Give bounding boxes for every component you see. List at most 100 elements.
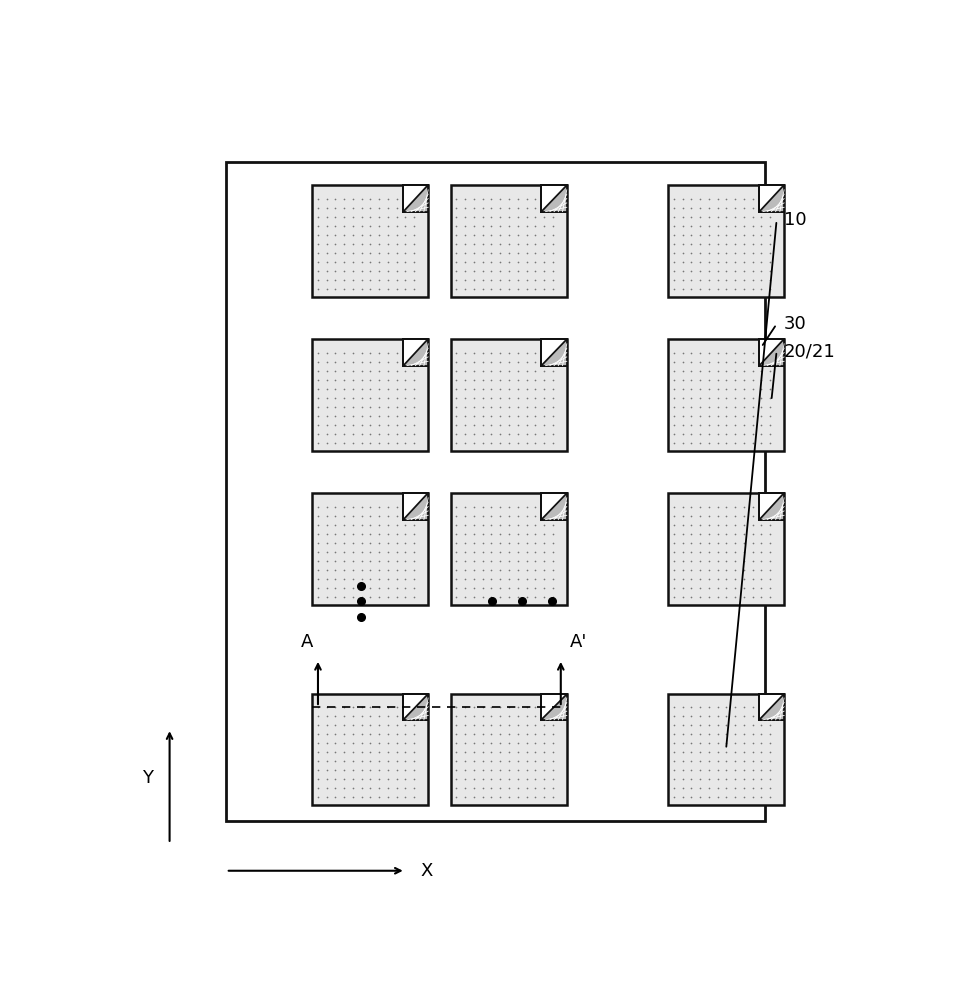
Point [319, 544, 335, 560]
Point [701, 363, 717, 379]
Point [545, 363, 561, 379]
Text: 20/21: 20/21 [784, 342, 835, 360]
Point [389, 426, 404, 442]
Point [328, 200, 343, 216]
Point [537, 517, 552, 533]
Point [753, 363, 769, 379]
Point [492, 717, 508, 733]
Point [753, 435, 769, 451]
Point [406, 544, 422, 560]
Bar [668, 339, 784, 451]
Point [310, 435, 326, 451]
Point [337, 281, 352, 297]
Point [319, 508, 335, 524]
Point [337, 227, 352, 243]
Point [328, 744, 343, 760]
Point [745, 200, 760, 216]
Point [354, 526, 369, 542]
Point [354, 544, 369, 560]
Point [492, 517, 508, 533]
Point [397, 780, 413, 796]
Point [328, 381, 343, 397]
Point [319, 717, 335, 733]
Point [328, 209, 343, 225]
Point [718, 553, 734, 569]
Point [692, 762, 708, 778]
Point [745, 517, 760, 533]
Point [466, 708, 482, 724]
Point [519, 580, 535, 596]
Point [406, 399, 422, 415]
Point [389, 780, 404, 796]
Point [345, 263, 361, 279]
Point [736, 209, 751, 225]
Point [345, 762, 361, 778]
Point [545, 272, 561, 288]
Point [718, 218, 734, 234]
Point [406, 771, 422, 787]
Point [762, 227, 777, 243]
Point [710, 771, 725, 787]
Point [371, 535, 387, 551]
Point [519, 209, 535, 225]
Point [701, 562, 717, 578]
Point [727, 771, 743, 787]
Point [319, 535, 335, 551]
Point [406, 417, 422, 433]
Point [328, 717, 343, 733]
Point [371, 771, 387, 787]
Point [745, 535, 760, 551]
Point [537, 381, 552, 397]
Point [371, 544, 387, 560]
Point [727, 272, 743, 288]
Point [319, 372, 335, 388]
Point [337, 535, 352, 551]
Point [337, 762, 352, 778]
Point [727, 200, 743, 216]
Bar [542, 339, 567, 366]
Point [310, 699, 326, 715]
Point [371, 553, 387, 569]
Point [537, 717, 552, 733]
Point [310, 717, 326, 733]
Point [545, 517, 561, 533]
Point [389, 771, 404, 787]
Point [319, 417, 335, 433]
Point [684, 753, 699, 769]
Point [406, 227, 422, 243]
Point [466, 399, 482, 415]
Point [354, 272, 369, 288]
Point [701, 426, 717, 442]
Point [684, 272, 699, 288]
Point [710, 562, 725, 578]
Point [363, 562, 378, 578]
Point [666, 381, 682, 397]
Point [354, 571, 369, 587]
Point [466, 254, 482, 270]
Point [406, 263, 422, 279]
Point [406, 699, 422, 715]
Point [492, 200, 508, 216]
Point [457, 417, 473, 433]
Point [337, 726, 352, 742]
Point [397, 363, 413, 379]
Point [457, 236, 473, 252]
Point [528, 345, 543, 361]
Point [519, 562, 535, 578]
Point [328, 708, 343, 724]
Point [666, 508, 682, 524]
Point [475, 354, 490, 370]
Point [406, 517, 422, 533]
Point [666, 717, 682, 733]
Point [701, 544, 717, 560]
Point [692, 499, 708, 515]
Point [519, 762, 535, 778]
Point [684, 381, 699, 397]
Point [492, 535, 508, 551]
Point [537, 399, 552, 415]
Point [745, 508, 760, 524]
Point [501, 789, 516, 805]
Point [389, 435, 404, 451]
Point [397, 345, 413, 361]
Point [319, 699, 335, 715]
